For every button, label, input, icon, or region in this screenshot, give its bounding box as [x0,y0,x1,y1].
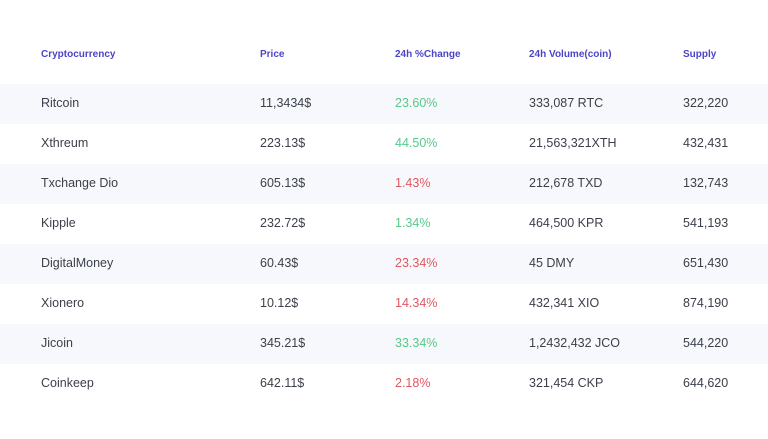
coin-volume: 432,341 XIO [529,296,600,310]
coin-change: 23.60% [395,96,438,110]
column-header-price[interactable]: Price [260,49,285,60]
coin-volume: 21,563,321XTH [529,136,617,150]
coin-supply: 651,430 [683,256,729,270]
column-header-cryptocurrency[interactable]: Cryptocurrency [41,49,116,60]
coin-change: 44.50% [395,136,438,150]
coin-change: 2.18% [395,376,431,390]
coin-supply: 541,193 [683,216,729,230]
column-header-volume[interactable]: 24h Volume(coin) [529,49,612,60]
coin-supply: 544,220 [683,336,729,350]
table-header: Cryptocurrency Price 24h %Change 24h Vol… [0,44,768,68]
column-header-change[interactable]: 24h %Change [395,49,461,60]
table-row[interactable]: Ritcoin 11,3434$ 23.60% 333,087 RTC 322,… [0,84,768,124]
table-row[interactable]: Kipple 232.72$ 1.34% 464,500 KPR 541,193 [0,204,768,244]
coin-price: 345.21$ [260,336,306,350]
coin-supply: 874,190 [683,296,729,310]
coin-supply: 322,220 [683,96,729,110]
coin-price: 60.43$ [260,256,299,270]
coin-price: 223.13$ [260,136,306,150]
coin-price: 10.12$ [260,296,299,310]
coin-name: Coinkeep [41,376,94,390]
coin-price: 232.72$ [260,216,306,230]
coin-name: Txchange Dio [41,176,119,190]
coin-volume: 321,454 CKP [529,376,604,390]
coin-change: 23.34% [395,256,438,270]
coin-volume: 464,500 KPR [529,216,604,230]
coin-supply: 644,620 [683,376,729,390]
table-row[interactable]: Xionero 10.12$ 14.34% 432,341 XIO 874,19… [0,284,768,324]
coin-supply: 432,431 [683,136,729,150]
coin-change: 1.43% [395,176,431,190]
coin-volume: 212,678 TXD [529,176,603,190]
table-row[interactable]: DigitalMoney 60.43$ 23.34% 45 DMY 651,43… [0,244,768,284]
coin-volume: 333,087 RTC [529,96,604,110]
coin-name: Xionero [41,296,85,310]
column-header-supply[interactable]: Supply [683,49,717,60]
coin-name: Xthreum [41,136,89,150]
table-row[interactable]: Coinkeep 642.11$ 2.18% 321,454 CKP 644,6… [0,364,768,404]
coin-supply: 132,743 [683,176,729,190]
table-row[interactable]: Jicoin 345.21$ 33.34% 1,2432,432 JCO 544… [0,324,768,364]
table-row[interactable]: Txchange Dio 605.13$ 1.43% 212,678 TXD 1… [0,164,768,204]
coin-change: 14.34% [395,296,438,310]
coin-volume: 45 DMY [529,256,575,270]
coin-price: 642.11$ [260,376,305,390]
coin-name: DigitalMoney [41,256,114,270]
coin-price: 605.13$ [260,176,306,190]
coin-change: 33.34% [395,336,438,350]
coin-name: Kipple [41,216,76,230]
coin-change: 1.34% [395,216,431,230]
coin-volume: 1,2432,432 JCO [529,336,621,350]
table-row[interactable]: Xthreum 223.13$ 44.50% 21,563,321XTH 432… [0,124,768,164]
coin-name: Ritcoin [41,96,80,110]
coin-name: Jicoin [41,336,73,350]
coin-price: 11,3434$ [260,96,312,110]
